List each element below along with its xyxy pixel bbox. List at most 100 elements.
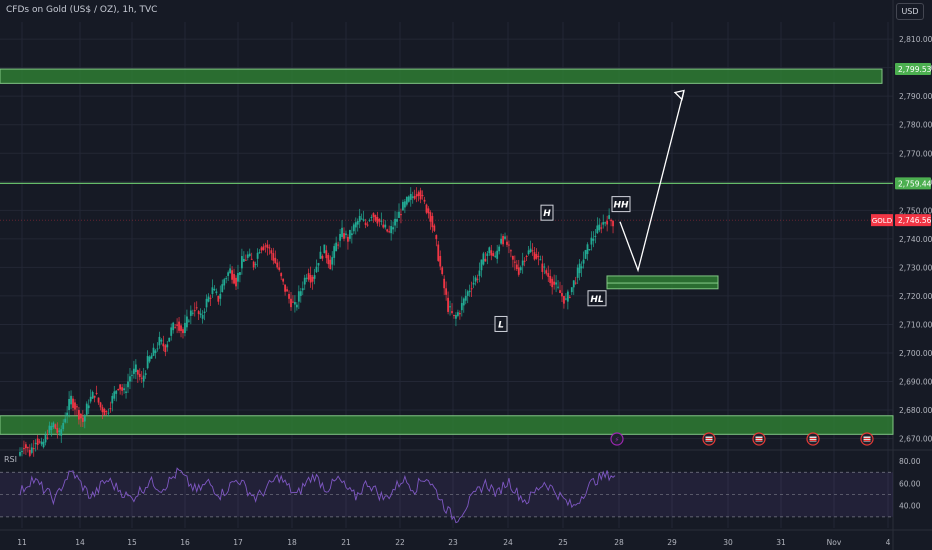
candle-body bbox=[417, 192, 420, 197]
candle-body bbox=[352, 224, 355, 232]
candle-body bbox=[364, 222, 367, 225]
candle-body bbox=[423, 199, 426, 202]
candle-body bbox=[54, 424, 57, 429]
candle-body bbox=[472, 282, 475, 285]
candle-body bbox=[447, 297, 449, 312]
price-label: 2,759.44 bbox=[898, 179, 932, 188]
candle-body bbox=[138, 373, 141, 378]
candle-body bbox=[158, 336, 161, 346]
candle-body bbox=[337, 244, 340, 246]
candle-body bbox=[533, 252, 536, 260]
candle-body bbox=[543, 266, 546, 268]
candle-body bbox=[565, 298, 567, 300]
candle-body bbox=[70, 395, 72, 405]
candle-body bbox=[307, 273, 310, 280]
candle-body bbox=[531, 250, 534, 252]
candle-body bbox=[176, 324, 178, 326]
candle-body bbox=[38, 441, 41, 443]
candle-body bbox=[488, 247, 491, 254]
candle-body bbox=[309, 274, 312, 283]
time-tick-label: 14 bbox=[75, 538, 85, 547]
candle-body bbox=[205, 298, 208, 308]
candle-body bbox=[72, 398, 74, 408]
candle-body bbox=[83, 415, 86, 422]
time-tick-label: 23 bbox=[448, 538, 458, 547]
support-zone bbox=[0, 415, 894, 435]
price-tick-label: 2,670.00 bbox=[899, 435, 932, 444]
candle-body bbox=[305, 277, 308, 279]
candle-body bbox=[566, 291, 569, 302]
candle-body bbox=[203, 311, 206, 314]
candle-body bbox=[588, 249, 591, 251]
candle-body bbox=[237, 273, 239, 282]
candle-body bbox=[164, 345, 167, 353]
candle-body bbox=[292, 301, 294, 303]
candle-body bbox=[441, 267, 444, 274]
candle-body bbox=[274, 257, 277, 264]
candle-body bbox=[555, 282, 557, 285]
candle-body bbox=[95, 392, 98, 394]
candle-body bbox=[610, 219, 612, 222]
candle-body bbox=[606, 220, 609, 225]
candle-body bbox=[266, 244, 269, 248]
candle-body bbox=[101, 407, 104, 413]
annotation-box bbox=[611, 196, 631, 213]
candle-body bbox=[421, 195, 424, 197]
candle-body bbox=[121, 387, 124, 391]
candle-body bbox=[578, 263, 581, 274]
candle-body bbox=[561, 293, 563, 297]
candle-body bbox=[317, 263, 320, 266]
candle-body bbox=[297, 291, 300, 302]
candle-body bbox=[74, 402, 76, 410]
candle-body bbox=[85, 403, 88, 415]
candle-body bbox=[231, 270, 233, 280]
candle-body bbox=[270, 250, 273, 254]
candle-body bbox=[403, 201, 406, 208]
candle-body bbox=[254, 263, 257, 265]
candle-body bbox=[78, 410, 80, 420]
candle-body bbox=[506, 241, 508, 245]
candle-body bbox=[280, 273, 283, 277]
candle-body bbox=[541, 263, 544, 272]
price-tick-label: 2,720.00 bbox=[899, 292, 932, 301]
candle-body bbox=[333, 246, 336, 258]
candle-body bbox=[376, 216, 379, 224]
candle-body bbox=[26, 447, 29, 449]
time-tick-label: 21 bbox=[341, 538, 351, 547]
candle-body bbox=[474, 277, 477, 282]
candle-body bbox=[433, 225, 436, 231]
candle-body bbox=[286, 289, 288, 292]
candle-body bbox=[199, 313, 202, 315]
candle-body bbox=[464, 295, 467, 301]
candle-body bbox=[527, 250, 530, 255]
candle-body bbox=[233, 274, 235, 284]
candle-body bbox=[425, 204, 428, 213]
candle-body bbox=[608, 215, 611, 219]
candle-body bbox=[111, 395, 114, 404]
candle-body bbox=[76, 406, 78, 408]
candle-body bbox=[46, 437, 49, 439]
symbol-tag bbox=[871, 214, 893, 227]
candle-body bbox=[490, 250, 493, 256]
price-label-bg bbox=[895, 62, 931, 75]
candle-body bbox=[278, 267, 281, 270]
candle-body bbox=[195, 307, 198, 309]
candle-body bbox=[24, 444, 27, 449]
candle-body bbox=[40, 441, 43, 445]
candle-body bbox=[498, 246, 501, 252]
candle-body bbox=[494, 255, 497, 257]
candle-body bbox=[390, 226, 393, 234]
candle-body bbox=[235, 277, 237, 287]
candle-body bbox=[168, 337, 171, 342]
price-tick-label: 2,740.00 bbox=[899, 235, 932, 244]
candle-body bbox=[127, 381, 129, 388]
time-tick-label: 16 bbox=[180, 538, 190, 547]
lightning-icon bbox=[610, 432, 624, 446]
candle-body bbox=[398, 211, 400, 218]
annotation-h: H bbox=[543, 209, 551, 219]
candle-body bbox=[48, 425, 51, 433]
candle-body bbox=[103, 409, 106, 416]
currency-selector[interactable]: USD bbox=[896, 3, 924, 20]
time-tick-label: 30 bbox=[723, 538, 733, 547]
